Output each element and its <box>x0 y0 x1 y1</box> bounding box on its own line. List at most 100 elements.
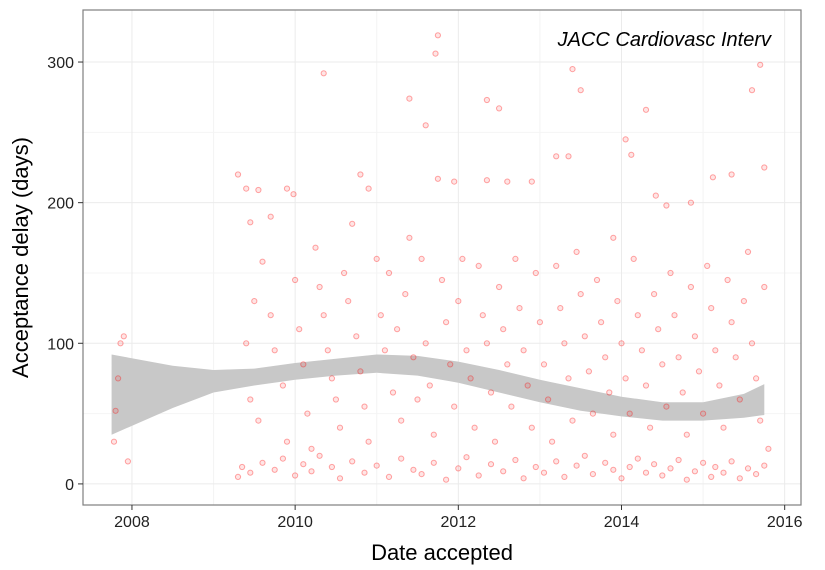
data-point <box>540 361 548 368</box>
data-point <box>581 333 588 340</box>
y-axis-title: Acceptance delay (days) <box>8 137 33 378</box>
data-point <box>373 462 380 469</box>
data-point <box>496 283 503 291</box>
data-point <box>520 475 527 482</box>
data-point <box>655 326 662 333</box>
data-point <box>487 389 495 396</box>
x-tick-label: 2008 <box>114 514 150 531</box>
data-point <box>659 472 666 479</box>
data-point <box>328 375 335 382</box>
data-point <box>709 174 717 181</box>
data-point <box>110 438 118 445</box>
data-point <box>593 276 601 284</box>
data-point <box>406 95 413 102</box>
data-point <box>626 410 633 417</box>
data-point <box>117 340 124 347</box>
data-point <box>524 382 531 389</box>
x-tick-label: 2016 <box>767 514 803 531</box>
data-point <box>728 171 735 178</box>
data-point <box>732 354 739 361</box>
data-point <box>373 255 380 262</box>
data-point <box>757 61 764 68</box>
data-point <box>300 461 307 468</box>
data-point <box>467 375 474 382</box>
data-point <box>606 389 613 396</box>
data-point <box>512 255 519 262</box>
data-point <box>704 262 711 269</box>
data-point <box>389 389 397 396</box>
data-point <box>652 192 659 199</box>
data-point <box>683 431 690 438</box>
data-point <box>589 471 597 478</box>
data-point <box>549 438 556 445</box>
data-point <box>332 396 339 403</box>
data-point <box>471 424 478 431</box>
data-point <box>651 291 658 298</box>
x-tick-label: 2010 <box>277 514 313 531</box>
data-point <box>557 305 564 312</box>
data-point <box>708 473 715 480</box>
data-point <box>328 463 335 471</box>
data-point <box>455 465 462 472</box>
data-point <box>761 462 768 469</box>
data-point <box>659 361 666 368</box>
data-point <box>602 459 609 466</box>
x-axis-title: Date accepted <box>371 540 513 565</box>
data-point <box>691 333 699 340</box>
data-point <box>679 389 686 396</box>
data-point <box>349 458 356 465</box>
data-point <box>589 410 597 417</box>
data-point <box>320 312 327 319</box>
data-point <box>683 476 690 483</box>
data-point <box>255 186 262 194</box>
data-point <box>500 468 507 475</box>
data-point <box>255 417 262 424</box>
data-point <box>234 473 242 480</box>
data-point <box>312 244 319 251</box>
data-point <box>308 468 315 475</box>
data-point <box>512 456 519 464</box>
data-point <box>700 410 707 417</box>
data-point <box>651 461 658 468</box>
data-point <box>700 459 707 466</box>
data-point <box>728 458 735 465</box>
data-point <box>598 319 605 326</box>
data-point <box>487 461 495 468</box>
data-point <box>124 458 132 465</box>
data-point <box>251 298 258 305</box>
data-point <box>304 410 311 417</box>
data-point <box>385 473 393 480</box>
data-point <box>398 417 405 424</box>
data-point <box>316 452 323 459</box>
panel-border <box>82 9 802 506</box>
data-point <box>361 403 368 410</box>
data-point <box>432 50 439 57</box>
data-point <box>716 382 723 389</box>
data-point <box>504 361 511 368</box>
y-tick-label: 0 <box>65 477 74 494</box>
data-point <box>475 262 482 269</box>
data-point <box>667 465 674 472</box>
data-point <box>414 396 421 403</box>
data-point <box>720 424 727 431</box>
data-point <box>618 475 625 482</box>
data-point <box>528 178 535 185</box>
data-point <box>748 87 756 94</box>
data-point <box>267 213 274 220</box>
y-tick-label: 100 <box>47 336 74 353</box>
data-point <box>345 298 352 305</box>
data-point <box>728 319 735 326</box>
data-point <box>500 326 507 333</box>
data-point <box>740 298 748 305</box>
data-point <box>724 276 731 284</box>
data-point <box>736 475 743 482</box>
data-point <box>565 153 572 160</box>
data-point <box>483 96 490 104</box>
data-point <box>341 269 348 277</box>
data-point <box>744 465 752 472</box>
data-point <box>516 305 523 312</box>
data-point <box>463 347 470 354</box>
data-point <box>349 220 356 227</box>
data-point <box>532 463 539 471</box>
